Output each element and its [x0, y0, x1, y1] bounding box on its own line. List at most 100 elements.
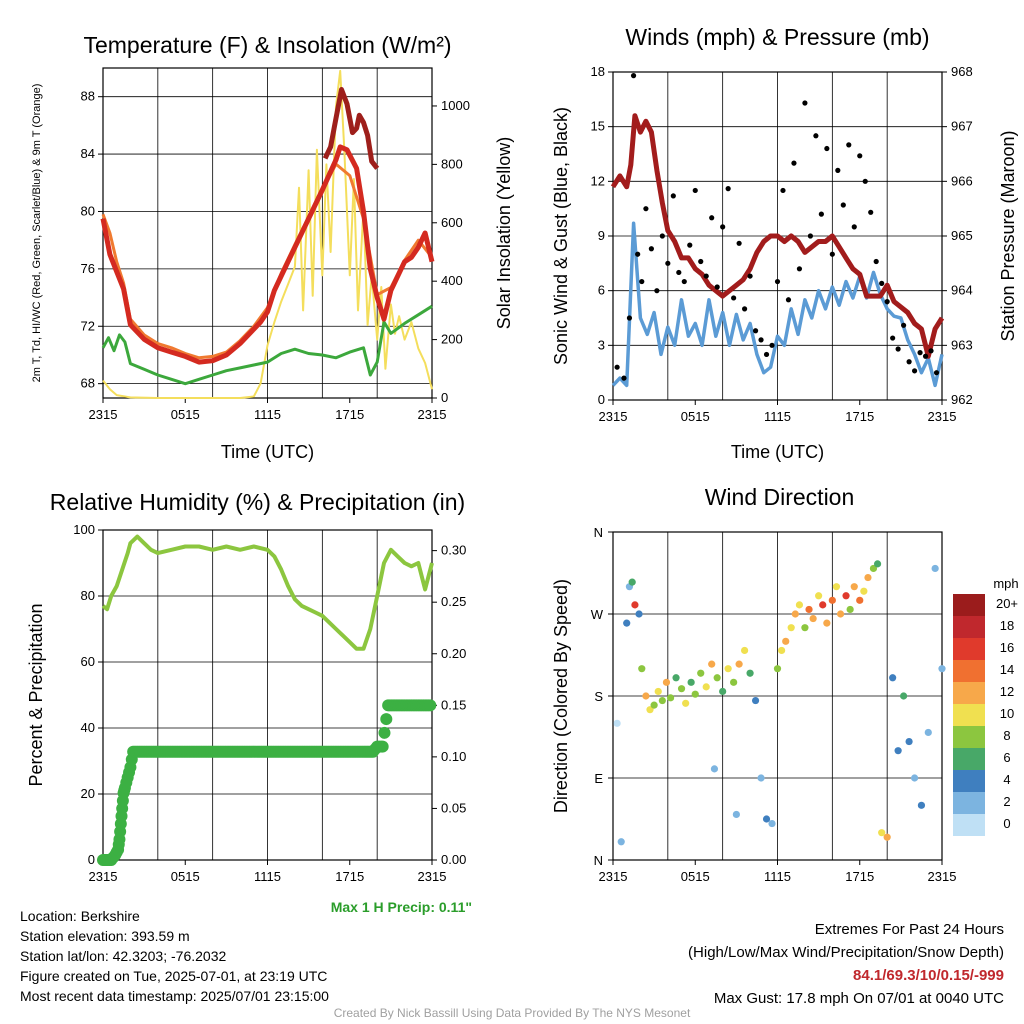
direction-point	[832, 583, 841, 591]
direction-point	[931, 564, 939, 573]
direction-point	[878, 829, 886, 837]
gust-point	[901, 322, 907, 328]
precip-point	[424, 699, 437, 712]
y2-tick-label: 1000	[441, 98, 470, 113]
gust-point	[906, 359, 912, 365]
direction-point	[782, 637, 790, 645]
legend-swatch	[953, 792, 985, 814]
gust-point	[714, 284, 720, 290]
direction-point	[836, 610, 845, 618]
gust-point	[791, 160, 797, 166]
gust-point	[807, 233, 814, 239]
x-tick-label: 0515	[171, 869, 200, 884]
direction-point	[635, 610, 643, 618]
y-tick-label: 80	[81, 588, 95, 603]
legend-label: 2	[1003, 794, 1010, 809]
direction-point	[778, 646, 786, 655]
location-text: Location: Berkshire	[20, 908, 140, 924]
y-tick-label: 6	[598, 283, 605, 298]
gust-point	[785, 297, 792, 303]
direction-point	[751, 696, 760, 705]
legend-title: mph	[993, 576, 1018, 591]
gust-point	[879, 280, 885, 286]
direction-point	[713, 674, 721, 682]
gust-point	[681, 278, 687, 285]
legend-swatch	[953, 638, 985, 660]
direction-point	[724, 665, 732, 673]
direction-point	[842, 592, 850, 600]
direction-point	[938, 665, 946, 673]
direction-point	[638, 665, 646, 673]
direction-point	[710, 765, 719, 773]
gust-point	[742, 306, 748, 312]
y2-tick-label: 963	[951, 337, 973, 352]
gust-point	[687, 242, 693, 248]
legend-label: 10	[1000, 706, 1014, 721]
direction-point	[889, 674, 897, 682]
direction-point	[658, 696, 666, 705]
y-tick-label: 18	[591, 64, 605, 79]
y2-tick-label: 0.25	[441, 594, 466, 609]
direction-point	[910, 774, 919, 782]
direction-point	[613, 719, 621, 727]
y2-tick-label: 962	[951, 392, 973, 407]
station-info: Location: Berkshire Station elevation: 3…	[20, 906, 329, 1006]
gust-point	[774, 278, 781, 285]
gust-point	[731, 295, 737, 301]
temp-series-line	[102, 69, 433, 399]
gust-point	[895, 346, 901, 352]
direction-point	[617, 838, 625, 846]
direction-point	[762, 815, 771, 823]
direction-tick-label: N	[594, 525, 603, 540]
gust-point	[829, 251, 835, 257]
direction-point	[687, 678, 695, 686]
legend-swatch	[953, 660, 985, 682]
created-text: Figure created on Tue, 2025-07-01, at 23…	[20, 968, 328, 984]
direction-point	[677, 685, 686, 693]
direction-point	[741, 646, 749, 655]
y-tick-label: 20	[81, 786, 95, 801]
extremes-panel: Extremes For Past 24 Hours (High/Low/Max…	[688, 918, 1004, 1010]
y-tick-label: 76	[81, 261, 95, 276]
x-tick-label: 2315	[89, 869, 118, 884]
direction-point	[787, 624, 795, 632]
extremes-title: Extremes For Past 24 Hours	[814, 921, 1004, 938]
direction-point	[697, 669, 705, 677]
y2-tick-label: 965	[951, 228, 973, 243]
wind-line	[611, 221, 944, 388]
direction-point	[856, 596, 864, 604]
direction-point	[650, 701, 658, 709]
direction-point	[905, 737, 913, 746]
temp-y-axis-label: 2m T, Td, HI/WC (Red, Green, Scarlet/Blu…	[31, 84, 43, 383]
direction-point	[873, 560, 882, 568]
gust-point	[698, 258, 704, 265]
y-tick-label: 0	[88, 852, 95, 867]
direction-point	[900, 692, 908, 700]
direction-point	[631, 601, 639, 609]
y2-tick-label: 200	[441, 332, 463, 347]
wind-y-axis-label: Sonic Wind & Gust (Blue, Black)	[551, 107, 571, 365]
direction-point	[666, 694, 675, 702]
wind-x-axis-label: Time (UTC)	[731, 442, 824, 462]
humidity-line	[101, 534, 434, 651]
y2-tick-label: 966	[951, 173, 973, 188]
gust-point	[780, 187, 786, 194]
x-tick-label: 1715	[845, 409, 874, 424]
direction-point	[791, 610, 799, 618]
elevation-text: Station elevation: 393.59 m	[20, 928, 190, 944]
direction-point	[719, 687, 727, 696]
temp-series-line	[100, 144, 435, 365]
wind-chart-title: Winds (mph) & Pressure (mb)	[625, 24, 929, 50]
x-tick-label: 1115	[254, 869, 281, 884]
y2-tick-label: 0.20	[441, 646, 466, 661]
y-tick-label: 68	[81, 376, 95, 391]
x-tick-label: 2315	[89, 407, 118, 422]
direction-point	[815, 592, 823, 600]
x-tick-label: 2315	[418, 869, 447, 884]
gust-point	[868, 209, 874, 215]
gust-point	[758, 337, 764, 343]
x-tick-label: 1115	[764, 869, 791, 884]
direction-point	[773, 665, 782, 673]
x-tick-label: 1715	[845, 869, 874, 884]
